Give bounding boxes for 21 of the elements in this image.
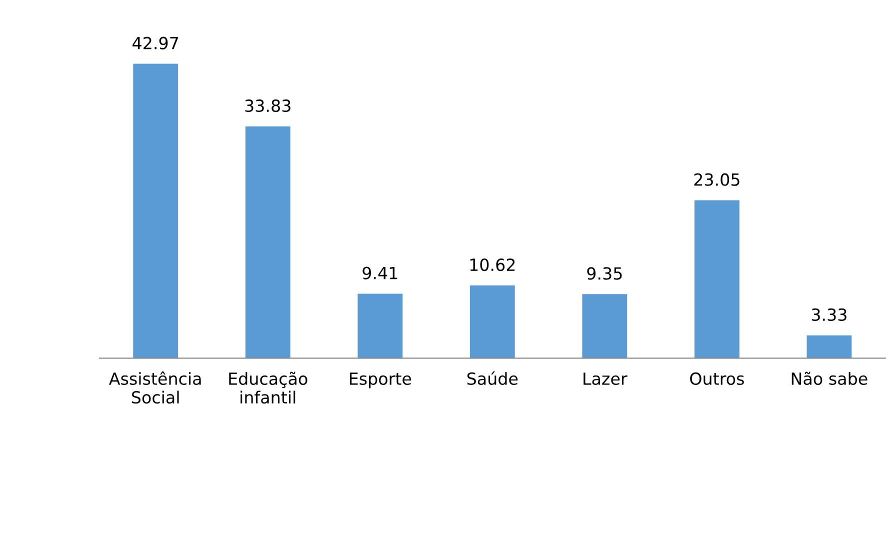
x-tick-label: Lazer <box>584 372 628 385</box>
bar <box>470 285 515 358</box>
bar <box>358 294 403 358</box>
x-tick-label: Outros <box>690 372 744 385</box>
bar <box>245 126 290 358</box>
data-label: 9.41 <box>362 266 398 280</box>
x-tick-label: Esporte <box>350 372 412 388</box>
data-label: 42.97 <box>132 36 178 50</box>
x-tick-label: Educação infantil <box>229 372 308 404</box>
x-tick-label: Assistência Social <box>109 371 201 404</box>
bar <box>133 64 178 358</box>
data-label: 3.33 <box>812 308 846 322</box>
data-label: 9.35 <box>587 267 622 280</box>
bar <box>806 335 852 358</box>
x-tick-label: Saúde <box>467 371 518 385</box>
data-label: 33.83 <box>245 99 290 112</box>
bar <box>694 200 740 358</box>
data-label: 10.62 <box>470 258 515 272</box>
bar <box>582 294 628 358</box>
data-label: 23.05 <box>694 173 740 186</box>
x-tick-label: Não sabe <box>792 372 868 385</box>
